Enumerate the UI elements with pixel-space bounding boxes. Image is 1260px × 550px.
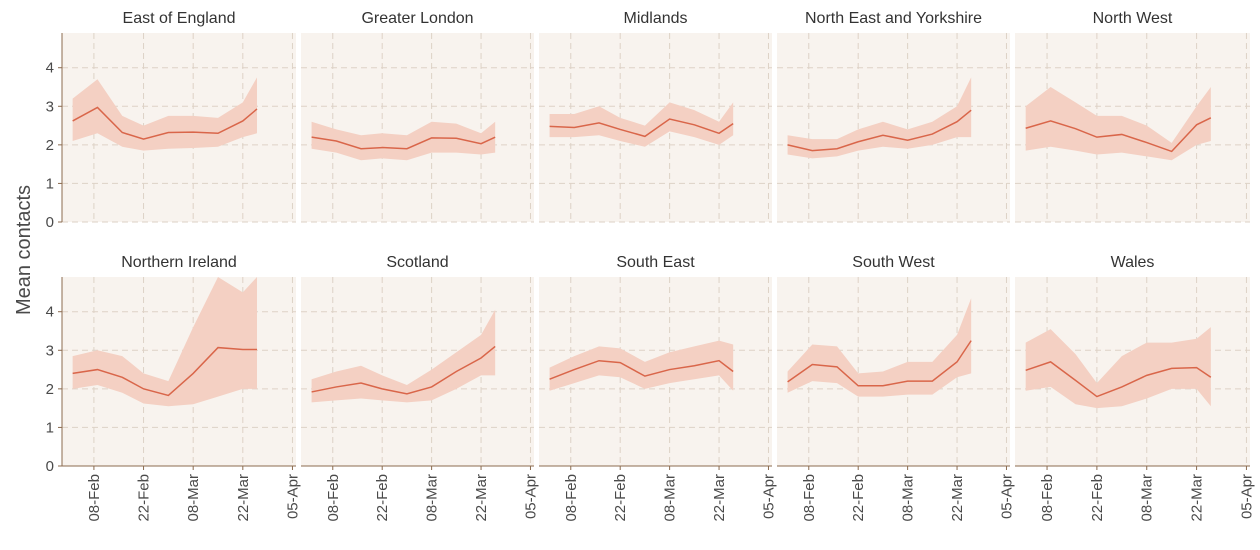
x-tick-label: 05-Apr — [760, 474, 777, 519]
x-tick-label: 08-Mar — [1139, 474, 1156, 522]
x-tick-label: 22-Feb — [374, 474, 391, 522]
x-tick-label: 08-Feb — [563, 474, 580, 522]
confidence-band — [1025, 327, 1211, 409]
panel-title: Greater London — [361, 10, 473, 27]
confidence-band — [787, 298, 972, 397]
x-tick-label: 05-Apr — [284, 474, 301, 519]
mean-line — [72, 346, 257, 397]
confidence-band — [549, 340, 734, 391]
y-tick-label: 3 — [46, 342, 54, 359]
panel-title: North East and Yorkshire — [805, 10, 982, 27]
panel-title: Midlands — [623, 10, 687, 27]
x-tick-label: 08-Feb — [86, 474, 103, 522]
panel-title: North West — [1093, 10, 1173, 27]
panel-background — [301, 277, 534, 466]
confidence-band — [72, 277, 258, 407]
y-tick-label: 4 — [46, 304, 54, 321]
mean-line — [787, 109, 972, 152]
panel-title: South West — [852, 254, 935, 271]
x-tick-label: 05-Apr — [522, 474, 539, 519]
y-axis-label: Mean contacts — [13, 185, 35, 315]
mean-line — [311, 345, 496, 395]
x-tick-label: 22-Feb — [850, 474, 867, 522]
mean-line — [72, 106, 258, 140]
x-tick-label: 22-Mar — [1189, 474, 1206, 522]
panel-title: South East — [616, 254, 695, 271]
panel-title: Wales — [1111, 254, 1155, 271]
confidence-band — [787, 77, 972, 159]
x-tick-label: 22-Mar — [711, 474, 728, 522]
x-tick-label: 08-Mar — [424, 474, 441, 522]
y-tick-label: 4 — [46, 60, 54, 77]
panel-background — [301, 33, 534, 222]
y-tick-label: 1 — [46, 419, 54, 436]
confidence-band — [311, 121, 496, 161]
y-tick-label: 0 — [46, 458, 54, 475]
x-tick-label: 22-Mar — [949, 474, 966, 522]
x-tick-label: 22-Mar — [473, 474, 490, 522]
x-tick-label: 08-Feb — [1039, 474, 1056, 522]
x-tick-label: 05-Apr — [1238, 474, 1255, 519]
mean-line — [549, 118, 734, 138]
panel-title: Northern Ireland — [121, 254, 237, 271]
x-tick-label: 05-Apr — [998, 474, 1015, 519]
x-tick-label: 22-Feb — [136, 474, 153, 522]
y-tick-label: 2 — [46, 381, 54, 398]
mean-line — [787, 340, 972, 387]
y-tick-label: 2 — [46, 137, 54, 154]
mean-line — [549, 359, 734, 380]
x-tick-label: 08-Mar — [185, 474, 202, 522]
confidence-band — [311, 309, 496, 403]
x-tick-label: 22-Feb — [612, 474, 629, 522]
x-tick-label: 08-Mar — [662, 474, 679, 522]
y-tick-label: 3 — [46, 98, 54, 115]
x-tick-label: 08-Mar — [900, 474, 917, 522]
mean-line — [1025, 361, 1212, 398]
mean-line — [1025, 117, 1212, 153]
x-tick-label: 08-Feb — [325, 474, 342, 522]
x-tick-label: 08-Feb — [801, 474, 818, 522]
x-tick-label: 22-Mar — [235, 474, 252, 522]
confidence-band — [549, 102, 734, 147]
y-tick-label: 1 — [46, 175, 54, 192]
x-tick-label: 22-Feb — [1089, 474, 1106, 522]
panel-title: East of England — [123, 10, 236, 27]
y-tick-label: 0 — [46, 214, 54, 231]
panel-title: Scotland — [386, 254, 448, 271]
confidence-band — [1025, 87, 1211, 161]
mean-line — [311, 136, 496, 150]
